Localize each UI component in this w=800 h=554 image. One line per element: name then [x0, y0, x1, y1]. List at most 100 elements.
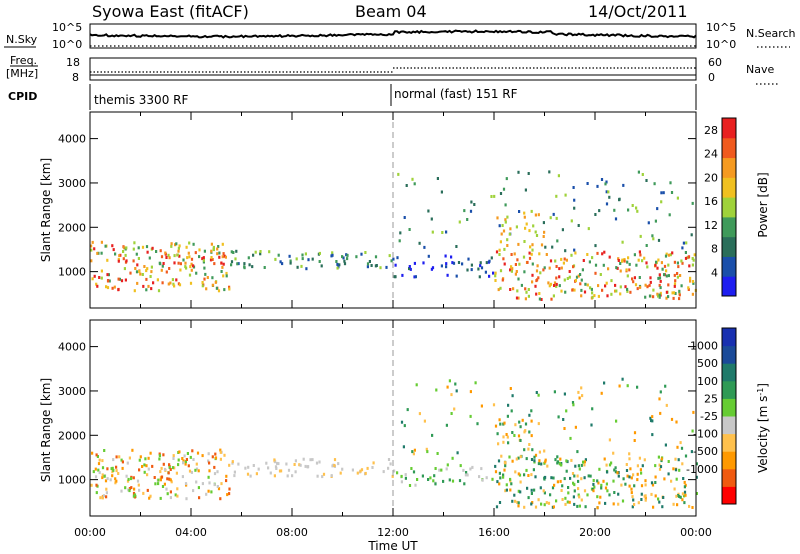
- data-cell: [502, 440, 505, 444]
- colorbar-swatch: [722, 486, 736, 505]
- data-cell: [304, 252, 307, 256]
- data-cell: [451, 261, 454, 265]
- data-cell: [571, 288, 574, 292]
- data-cell: [98, 458, 101, 462]
- colorbar-swatch: [722, 416, 736, 435]
- data-cell: [650, 481, 654, 485]
- data-cell: [192, 264, 195, 268]
- data-cell: [185, 245, 188, 249]
- data-cell: [455, 389, 458, 393]
- data-cell: [654, 494, 657, 498]
- data-cell: [510, 409, 513, 413]
- data-cell: [672, 291, 676, 295]
- data-cell: [178, 450, 181, 454]
- data-cell: [506, 238, 509, 242]
- data-cell: [423, 245, 426, 249]
- data-cell: [574, 251, 577, 255]
- data-cell: [675, 494, 678, 498]
- data-cell: [621, 377, 624, 381]
- data-cell: [479, 264, 482, 268]
- data-cell: [614, 470, 617, 474]
- data-cell: [591, 407, 594, 411]
- data-cell: [496, 432, 499, 436]
- data-cell: [192, 489, 195, 493]
- data-cell: [657, 455, 660, 459]
- data-cell: [538, 297, 541, 301]
- data-cell: [510, 265, 513, 269]
- data-cell: [687, 255, 690, 259]
- data-cell: [678, 468, 681, 472]
- data-cell: [163, 467, 167, 471]
- data-cell: [532, 224, 535, 228]
- data-cell: [508, 232, 511, 236]
- data-cell: [549, 216, 552, 220]
- velocity-data-cells: [90, 377, 698, 510]
- colorbar-tick-label: 1000: [690, 340, 718, 353]
- data-cell: [521, 418, 524, 422]
- data-cell: [427, 254, 430, 258]
- data-cell: [637, 170, 640, 174]
- data-cell: [112, 468, 115, 472]
- data-cell: [640, 492, 643, 496]
- data-cell: [502, 475, 505, 479]
- data-cell: [213, 472, 217, 476]
- data-cell: [389, 462, 392, 466]
- data-cell: [625, 469, 629, 472]
- data-cell: [413, 448, 416, 452]
- data-cell: [530, 252, 533, 256]
- data-cell: [259, 250, 262, 253]
- data-cell: [293, 463, 296, 466]
- data-cell: [577, 390, 580, 394]
- data-cell: [438, 468, 441, 472]
- data-cell: [651, 415, 654, 419]
- data-cell: [504, 220, 507, 224]
- data-cell: [177, 261, 180, 265]
- data-cell: [583, 489, 587, 493]
- data-cell: [210, 490, 213, 494]
- colorbar-swatch: [722, 328, 736, 347]
- data-cell: [90, 259, 93, 263]
- data-cell: [97, 251, 100, 255]
- data-cell: [519, 455, 522, 459]
- data-cell: [480, 467, 483, 471]
- data-cell: [105, 491, 108, 495]
- nsky-tick-top: 10^5: [52, 21, 82, 34]
- data-cell: [480, 404, 483, 408]
- data-cell: [390, 259, 393, 263]
- data-cell: [604, 501, 607, 505]
- data-cell: [578, 495, 581, 499]
- data-cell: [555, 216, 558, 220]
- data-cell: [117, 277, 120, 281]
- data-cell: [608, 493, 611, 497]
- data-cell: [426, 450, 429, 454]
- x-tick-label: 00:00: [680, 526, 712, 539]
- data-cell: [523, 240, 526, 243]
- data-cell: [651, 483, 655, 487]
- data-cell: [523, 505, 526, 509]
- data-cell: [534, 213, 537, 217]
- data-cell: [189, 281, 193, 285]
- data-cell: [198, 248, 201, 252]
- y-tick-label: 1000: [58, 474, 86, 487]
- data-cell: [658, 283, 661, 287]
- data-cell: [681, 462, 684, 466]
- data-cell: [512, 287, 515, 291]
- data-cell: [515, 225, 518, 229]
- data-cell: [413, 275, 416, 279]
- data-cell: [158, 261, 161, 265]
- data-cell: [408, 265, 411, 268]
- data-cell: [476, 422, 479, 426]
- data-cell: [502, 229, 506, 233]
- y-tick-label: 3000: [58, 385, 86, 398]
- x-tick-label: 00:00: [74, 526, 106, 539]
- data-cell: [604, 182, 607, 186]
- x-tick-label: 04:00: [175, 526, 207, 539]
- data-cell: [247, 465, 250, 469]
- data-cell: [425, 447, 428, 451]
- data-cell: [635, 263, 638, 267]
- data-cell: [566, 500, 569, 504]
- data-cell: [208, 469, 211, 473]
- data-cell: [511, 394, 514, 398]
- data-cell: [221, 265, 224, 269]
- data-cell: [106, 477, 109, 481]
